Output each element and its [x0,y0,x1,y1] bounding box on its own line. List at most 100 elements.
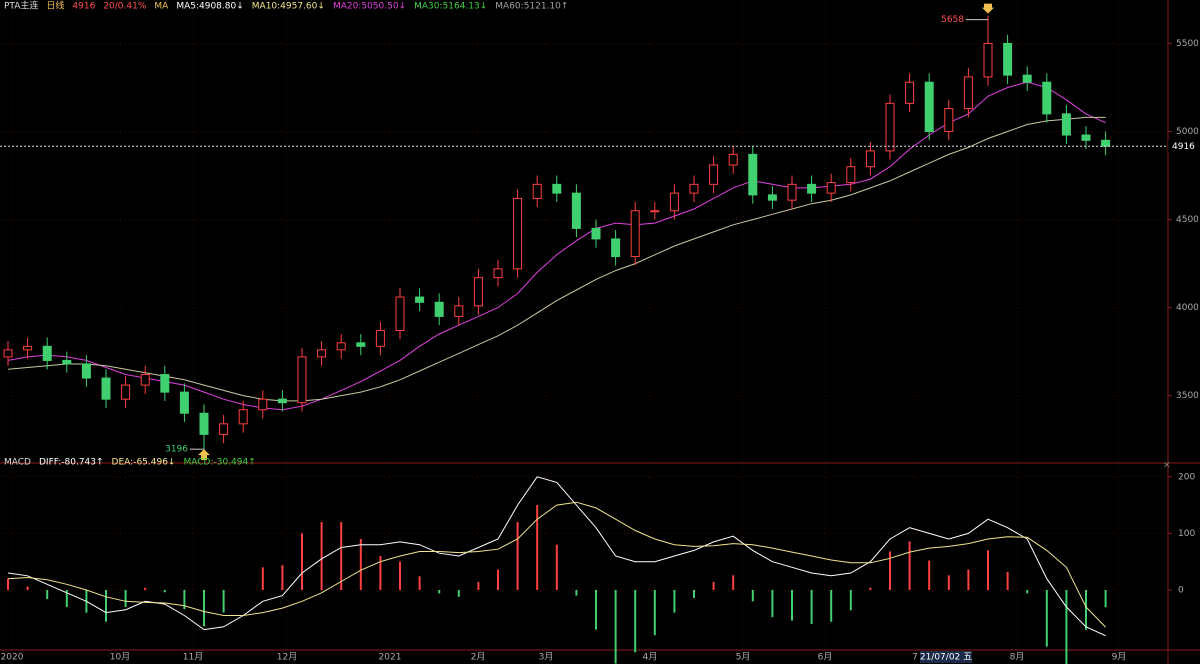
macd-bar [536,505,539,590]
macd-bar [477,582,480,590]
macd-bar [340,522,343,590]
y2-tick-label: 0 [1178,585,1184,595]
macd-bar [595,589,597,630]
arrow-marker [198,449,210,461]
candle-body [62,359,72,365]
candle-body [865,150,875,168]
last-price-box [1168,140,1196,153]
symbol: PTA主连 [4,0,38,12]
macd-bar [163,589,166,593]
cursor-date-box [920,651,972,663]
macd-bar [261,567,264,590]
close-icon[interactable]: × [1163,461,1171,471]
ma-line [7,81,1106,411]
macd-bar [791,589,793,621]
candle-body [238,409,248,425]
diff-line [7,476,1106,637]
macd-bar [399,561,401,590]
macd-value: DIFF:-80.743↑ [39,458,104,468]
x-tick-label: 7 [912,653,918,663]
period: 日线 [46,0,64,12]
y-tick-label: 5000 [1176,127,1199,137]
ma-label: MA [154,2,169,12]
macd-bar [183,589,186,610]
macd-bar [987,550,989,590]
x-tick-label: 3月 [539,652,554,663]
candle-body [473,277,483,307]
macd-bar [771,589,774,618]
macd-bar [46,589,49,600]
candle-body [709,164,719,185]
candle-body [885,102,895,152]
x-tick-label: 2月 [471,652,486,663]
macd-bar [614,589,617,664]
candle-body [846,166,856,184]
candle-body [630,210,640,258]
candle-body [297,356,307,404]
x-tick-label: 8月 [1010,652,1025,663]
x-tick-label: 10月 [110,652,130,663]
macd-bar [144,587,147,590]
macd-bar [712,582,715,590]
candle-body [513,197,523,270]
candle-body [983,42,993,78]
macd-bar [457,589,460,597]
ma-value: MA20:5050.50↓ [333,2,406,12]
macd-bar [732,575,735,590]
candle-body [650,210,660,213]
candle-body [611,238,621,258]
candle-body [375,329,385,347]
macd-bar [438,589,441,594]
macd-bar [281,565,284,590]
candle-body [434,301,444,317]
ma-value: MA30:5164.13↓ [414,2,487,12]
candle-body [591,227,601,240]
x-tick-label: 11月 [183,652,203,663]
macd-bar [320,522,323,590]
x-tick-label: 12月 [277,652,297,663]
macd-bar [1065,589,1068,664]
macd-bar [222,589,225,613]
macd-bar [301,533,303,590]
ma-value: MA60:5121.10↑ [495,2,568,12]
macd-bar [673,589,676,613]
candle-body [963,76,973,110]
candle-body [42,345,52,361]
macd-label: MACD [4,458,31,468]
dea-line [7,501,1106,628]
min-label: 3196 [165,445,188,455]
candle-body [807,183,817,194]
macd-value: DEA:-65.496↓ [112,458,176,468]
candle-body [924,81,934,133]
candle-body [219,423,229,435]
x-tick-label: 2020 [1,653,24,663]
max-label: 5658 [941,15,964,25]
macd-bar [1026,589,1029,594]
macd-bar [693,589,695,598]
candle-body [1081,134,1091,141]
macd-bar [849,589,852,611]
candle-body [179,391,189,414]
macd-bar [555,544,558,590]
macd-bar [810,589,813,624]
x-tick-label: 2021 [379,653,402,663]
x-tick-label: 9月 [1112,652,1127,663]
ma-value: MA5:4908.80↓ [176,2,243,12]
candle-body [1003,42,1013,76]
macd-bar [1104,589,1107,608]
macd-bar [1006,571,1009,590]
candle-body [415,296,425,303]
y-tick-label: 4000 [1176,303,1199,313]
candle-body [277,398,287,404]
macd-bar [751,589,754,602]
y-tick-label: 4500 [1176,215,1199,225]
candle-body [454,305,464,317]
macd-bar [26,586,29,590]
candle-body [748,153,758,196]
candle-body [1042,81,1052,115]
macd-value: MACD:-30.494↑ [183,458,255,468]
macd-bar [928,560,931,590]
x-tick-label: 21/07/02 五 [920,653,972,663]
candle-body [532,183,542,199]
